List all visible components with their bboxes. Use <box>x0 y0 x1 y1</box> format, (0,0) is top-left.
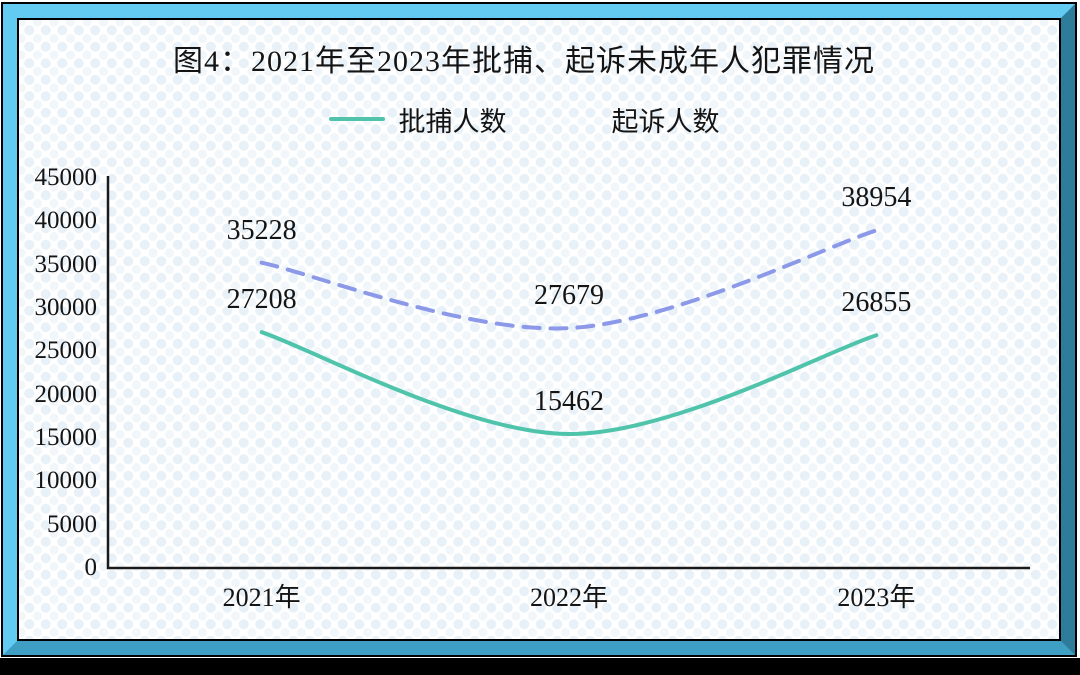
data-label: 26855 <box>841 287 912 319</box>
legend: 批捕人数 起诉人数 <box>18 100 1030 139</box>
y-axis-tick-label: 40000 <box>34 207 98 235</box>
data-label: 35228 <box>226 214 297 246</box>
data-label: 15462 <box>534 385 604 417</box>
legend-swatch-dashed <box>555 117 598 121</box>
frame-drop-shadow <box>0 658 1080 675</box>
legend-item: 批捕人数 <box>328 100 507 139</box>
y-axis-tick-label: 10000 <box>34 467 98 495</box>
legend-label: 批捕人数 <box>398 106 507 137</box>
y-axis-tick-label: 5000 <box>47 510 97 538</box>
y-axis-tick-label: 30000 <box>34 294 98 321</box>
y-axis-tick-label: 45000 <box>34 164 98 191</box>
x-axis-tick-label: 2022年 <box>529 583 608 612</box>
x-axis-tick-label: 2021年 <box>222 583 301 612</box>
y-axis-tick-label: 15000 <box>34 424 98 451</box>
legend-item: 起诉人数 <box>555 100 720 139</box>
data-label: 27208 <box>226 284 297 316</box>
data-label: 38954 <box>841 182 912 214</box>
y-axis-tick-label: 0 <box>84 554 98 581</box>
picture-frame <box>1 2 1077 657</box>
legend-swatch-solid <box>328 117 385 121</box>
data-label: 27679 <box>534 280 604 312</box>
y-axis-tick-label: 25000 <box>34 337 98 365</box>
y-axis-tick-label: 35000 <box>34 250 98 278</box>
chart-title: 图4：2021年至2023年批捕、起诉未成年人犯罪情况 <box>173 45 875 78</box>
y-axis-tick-label: 20000 <box>34 380 98 408</box>
x-axis-tick-label: 2023年 <box>837 583 916 612</box>
legend-label: 起诉人数 <box>611 106 720 137</box>
